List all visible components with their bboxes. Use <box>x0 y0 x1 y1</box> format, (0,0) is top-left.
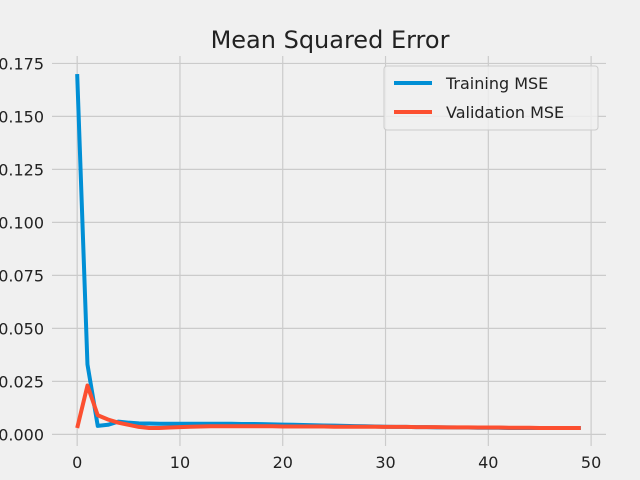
y-tick-label: 0.025 <box>0 372 44 391</box>
legend-box <box>383 65 599 131</box>
x-tick-label: 10 <box>170 453 190 472</box>
x-tick-label: 50 <box>581 453 601 472</box>
x-axis-label: Epochs <box>294 478 366 480</box>
y-tick-label: 0.150 <box>0 107 44 126</box>
y-tick-label: 0.000 <box>0 425 44 444</box>
y-tick-label: 0.100 <box>0 213 44 232</box>
x-tick-label: 40 <box>478 453 498 472</box>
legend-label: Training MSE <box>445 74 548 93</box>
x-tick-label: 20 <box>273 453 293 472</box>
y-tick-label: 0.075 <box>0 266 44 285</box>
legend-label: Validation MSE <box>446 103 564 122</box>
chart-title: Mean Squared Error <box>211 26 450 54</box>
y-tick-label: 0.050 <box>0 319 44 338</box>
y-tick-label: 0.125 <box>0 160 44 179</box>
x-tick-label: 0 <box>72 453 82 472</box>
x-tick-label: 30 <box>375 453 395 472</box>
line <box>75 383 581 430</box>
y-tick-label: 0.175 <box>0 54 44 73</box>
